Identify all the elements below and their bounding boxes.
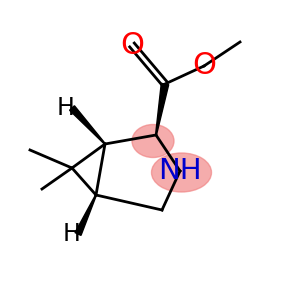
Ellipse shape: [152, 153, 212, 192]
Polygon shape: [156, 83, 169, 135]
Polygon shape: [70, 106, 105, 144]
Text: O: O: [120, 31, 144, 59]
Text: H: H: [57, 96, 75, 120]
Polygon shape: [75, 195, 96, 236]
Text: H: H: [63, 222, 81, 246]
Text: O: O: [192, 52, 216, 80]
Ellipse shape: [132, 124, 174, 158]
Text: NH: NH: [158, 157, 202, 185]
